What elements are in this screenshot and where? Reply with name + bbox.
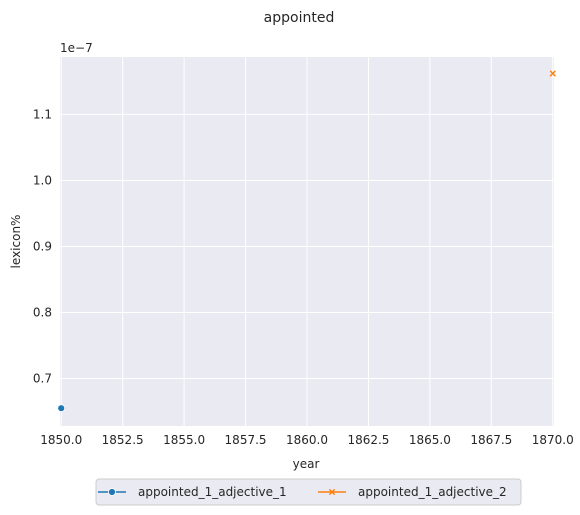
y-tick-label: 0.7 <box>33 371 52 385</box>
legend-label: appointed_1_adjective_2 <box>358 485 507 499</box>
series-2 <box>549 70 556 77</box>
legend-item-1: appointed_1_adjective_1 <box>98 485 287 499</box>
y-axis-ticks: 0.7 0.8 0.9 1.0 1.1 <box>33 107 52 385</box>
x-tick-label: 1862.5 <box>347 433 389 447</box>
y-offset-label: 1e−7 <box>60 41 93 55</box>
chart-title: appointed <box>264 10 335 26</box>
y-axis-label: lexicon% <box>9 215 23 269</box>
legend-item-2: appointed_1_adjective_2 <box>318 485 507 499</box>
x-tick-label: 1865.0 <box>409 433 451 447</box>
grid-lines <box>60 57 554 426</box>
y-tick-label: 1.1 <box>33 107 52 121</box>
legend-frame <box>95 478 522 506</box>
x-tick-label: 1850.0 <box>40 433 82 447</box>
x-tick-label: 1855.0 <box>163 433 205 447</box>
data-point <box>549 70 556 77</box>
y-tick-label: 0.8 <box>33 305 52 319</box>
y-tick-label: 0.9 <box>33 239 52 253</box>
series-1 <box>57 404 66 413</box>
x-axis-label: year <box>293 457 320 471</box>
legend-label: appointed_1_adjective_1 <box>138 485 287 499</box>
legend-marker <box>108 488 116 496</box>
x-tick-label: 1870.0 <box>532 433 574 447</box>
x-tick-label: 1857.5 <box>225 433 267 447</box>
legend-marker <box>328 488 336 496</box>
legend: appointed_1_adjective_1 appointed_1_adjec… <box>95 478 522 506</box>
x-axis-ticks: 1850.0 1852.5 1855.0 1857.5 1860.0 1862.5 1865… <box>40 433 574 447</box>
x-tick-label: 1860.0 <box>286 433 328 447</box>
y-tick-label: 1.0 <box>33 173 52 187</box>
data-point <box>57 404 66 413</box>
x-tick-label: 1867.5 <box>470 433 512 447</box>
series-layer <box>57 70 556 413</box>
x-tick-label: 1852.5 <box>102 433 144 447</box>
